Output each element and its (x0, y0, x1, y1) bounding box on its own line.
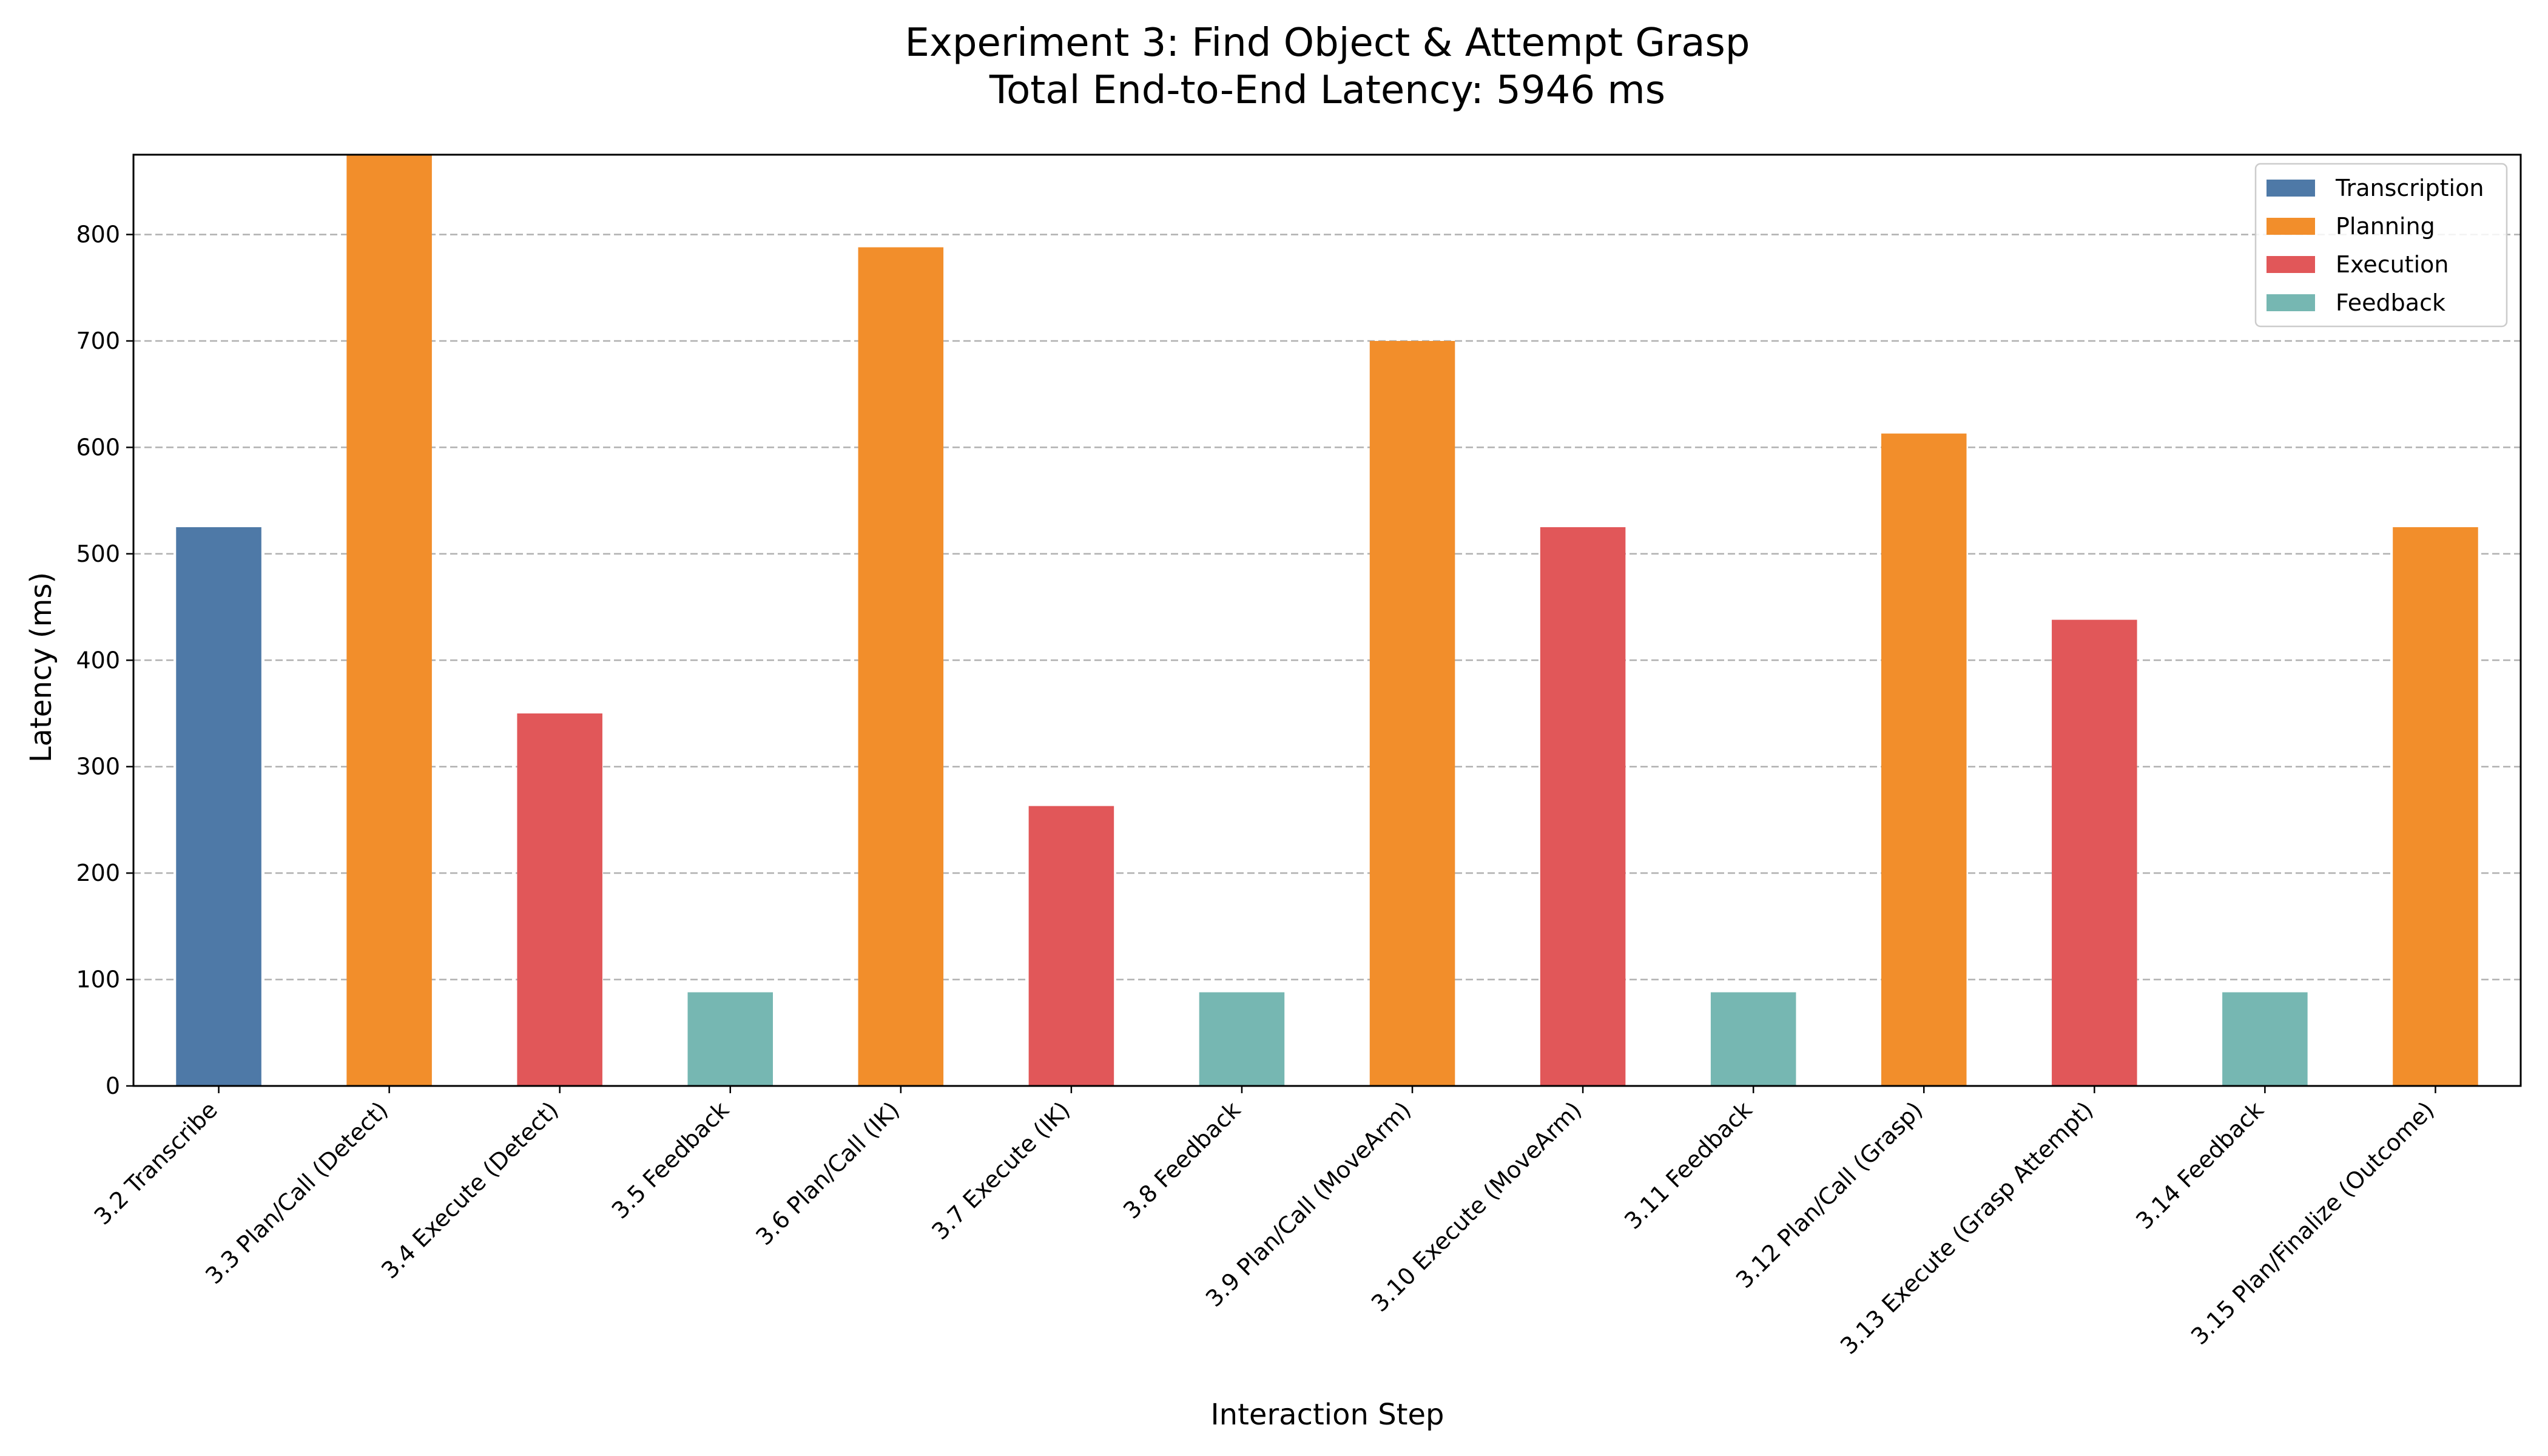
bar-3.5 (687, 992, 774, 1086)
y-tick-label: 700 (76, 328, 120, 354)
x-tick-label: 3.6 Plan/Call (IK) (750, 1096, 905, 1250)
x-tick-label: 3.3 Plan/Call (Detect) (200, 1096, 393, 1289)
y-tick-label: 200 (76, 860, 120, 886)
x-tick-label: 3.7 Execute (IK) (926, 1096, 1075, 1245)
legend-swatch-feedback (2267, 294, 2315, 311)
bar-3.2 (176, 527, 261, 1086)
legend-swatch-execution (2267, 256, 2315, 273)
x-tick-label: 3.12 Plan/Call (Grasp) (1731, 1096, 1928, 1293)
bar-3.6 (858, 247, 944, 1087)
x-axis-label: Interaction Step (1211, 1398, 1444, 1432)
bar-3.10 (1540, 527, 1626, 1086)
x-tick-label: 3.4 Execute (Detect) (376, 1096, 564, 1284)
bar-3.13 (2052, 619, 2137, 1086)
chart-subtitle-line: Total End-to-End Latency: 5946 ms (989, 68, 1665, 113)
bar-3.15 (2393, 527, 2478, 1086)
y-tick-label: 800 (76, 221, 120, 248)
y-tick-label: 500 (76, 541, 120, 567)
bar-3.11 (1710, 992, 1796, 1086)
legend-label-transcription: Transcription (2335, 175, 2484, 201)
y-tick-label: 400 (76, 647, 120, 673)
bar-3.9 (1369, 341, 1455, 1086)
x-tick-label: 3.14 Feedback (2131, 1096, 2268, 1234)
legend-box (2254, 163, 2508, 328)
bars (176, 155, 2478, 1087)
chart-title: Experiment 3: Find Object & Attempt Gras… (905, 21, 1750, 113)
y-axis-label: Latency (ms) (24, 572, 58, 763)
bar-3.12 (1881, 433, 1967, 1087)
bar-3.8 (1199, 992, 1285, 1086)
bar-3.14 (2222, 992, 2308, 1086)
y-tick-label: 0 (106, 1073, 120, 1099)
bar-3.4 (517, 713, 602, 1086)
x-tick-label: 3.2 Transcribe (89, 1096, 223, 1230)
legend-label-execution: Execution (2336, 251, 2449, 278)
plot-area-frame (132, 153, 2522, 1087)
x-tick-label: 3.5 Feedback (607, 1096, 734, 1224)
y-axis-ticks: 0 100 200 300 400 500 600 700 800 (76, 221, 133, 1099)
bar-3.3 (346, 155, 432, 1086)
legend-swatch-planning (2267, 218, 2315, 235)
y-tick-label: 100 (76, 966, 120, 993)
legend-label-planning: Planning (2336, 213, 2435, 240)
grid-lines (133, 234, 2521, 980)
legend-swatch-transcription (2267, 180, 2315, 197)
legend: Transcription Planning Execution Feedback (2254, 163, 2508, 328)
legend-label-feedback: Feedback (2336, 289, 2445, 316)
y-tick-label: 300 (76, 753, 120, 780)
chart-title-line: Experiment 3: Find Object & Attempt Gras… (905, 21, 1750, 66)
x-tick-label: 3.8 Feedback (1118, 1096, 1245, 1224)
x-tick-label: 3.11 Feedback (1619, 1096, 1757, 1234)
bar-3.7 (1028, 806, 1114, 1086)
y-tick-label: 600 (76, 434, 120, 460)
